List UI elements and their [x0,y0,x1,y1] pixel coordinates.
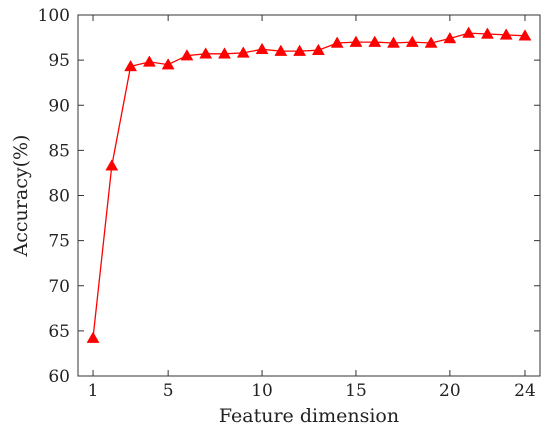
data-point-marker [311,43,325,55]
y-tick-label: 90 [48,96,70,116]
data-point-marker [255,42,269,55]
y-tick-label: 100 [38,6,70,26]
data-point-marker [236,46,250,58]
y-tick-label: 65 [48,322,70,342]
data-point-marker [405,35,419,47]
y-tick-label: 80 [48,187,70,207]
y-tick-label: 60 [48,367,70,387]
data-point-marker [480,27,494,39]
data-point-marker [499,28,513,40]
data-point-marker [387,36,400,48]
series [86,26,532,343]
data-point-marker [86,331,100,343]
axes [77,14,541,377]
data-point-marker [368,35,382,47]
x-axis-title: Feature dimension [219,405,399,427]
x-tick-label: 24 [514,381,536,401]
data-point-marker [142,55,156,67]
y-tick-label: 85 [48,141,70,161]
y-axis-title: Accuracy(%) [10,135,32,258]
data-point-marker [199,47,213,59]
y-tick-label: 75 [48,232,70,252]
data-point-marker [518,29,532,41]
series-line [92,32,526,339]
data-point-marker [274,44,288,56]
data-point-marker [218,47,231,59]
x-tick-label: 1 [88,381,99,401]
data-point-marker [424,36,438,48]
data-point-marker [180,49,194,61]
x-tick-label: 15 [345,381,367,401]
data-point-marker [330,36,344,48]
data-point-marker [443,31,457,44]
x-tick-label: 10 [251,381,273,401]
data-point-marker [462,26,476,38]
data-point-marker [105,159,119,171]
y-tick-label: 95 [48,51,70,71]
data-point-marker [124,59,138,72]
x-tick-label: 5 [163,381,174,401]
data-point-marker [349,35,363,47]
plot-frame [77,14,541,377]
data-point-marker [161,58,175,70]
data-point-marker [293,44,307,56]
x-tick-label: 20 [439,381,461,401]
y-tick-label: 70 [48,277,70,297]
